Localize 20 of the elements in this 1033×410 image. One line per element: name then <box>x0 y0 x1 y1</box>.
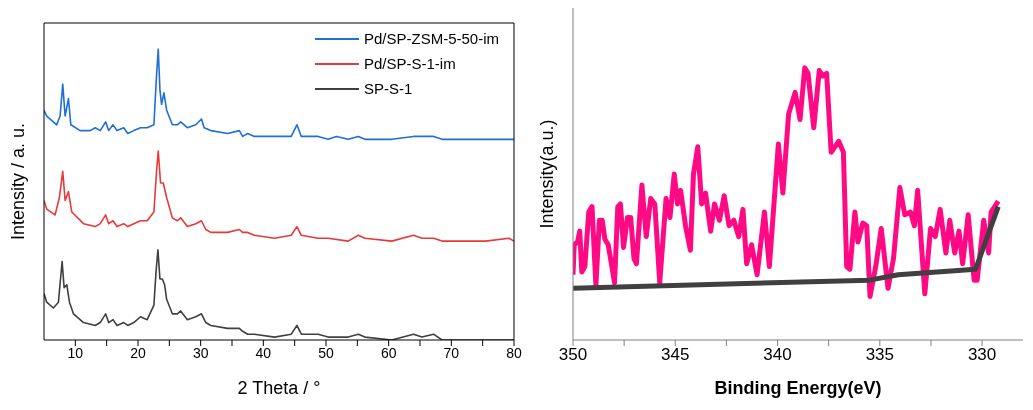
x-tick-label: 335 <box>865 345 895 365</box>
legend-label: SP-S-1 <box>363 79 413 99</box>
x-axis-title: 2 Theta / ° <box>237 378 321 398</box>
x-tick-label: 80 <box>506 344 522 361</box>
x-tick-label: 10 <box>67 344 84 361</box>
x-tick-label: 50 <box>318 344 334 361</box>
x-tick-label: 345 <box>661 345 690 365</box>
legend-label: Pd/SP-S-1-im <box>363 54 456 74</box>
x-tick-label: 60 <box>380 344 397 361</box>
y-axis-title: Intensity(a.u.) <box>537 119 558 229</box>
x-tick-label: 350 <box>558 345 588 365</box>
x-tick-label: 330 <box>967 345 997 365</box>
x-tick-label: 30 <box>192 344 209 361</box>
legend-label: Pd/SP-ZSM-5-50-im <box>363 29 499 49</box>
x-tick-label: 20 <box>130 344 146 361</box>
x-axis-title: Binding Energy(eV) <box>714 378 882 398</box>
y-axis-title: Intensity / a. u. <box>8 122 29 241</box>
x-tick-label: 40 <box>255 344 272 361</box>
x-tick-label: 340 <box>763 345 792 365</box>
x-tick-label: 70 <box>443 344 460 361</box>
